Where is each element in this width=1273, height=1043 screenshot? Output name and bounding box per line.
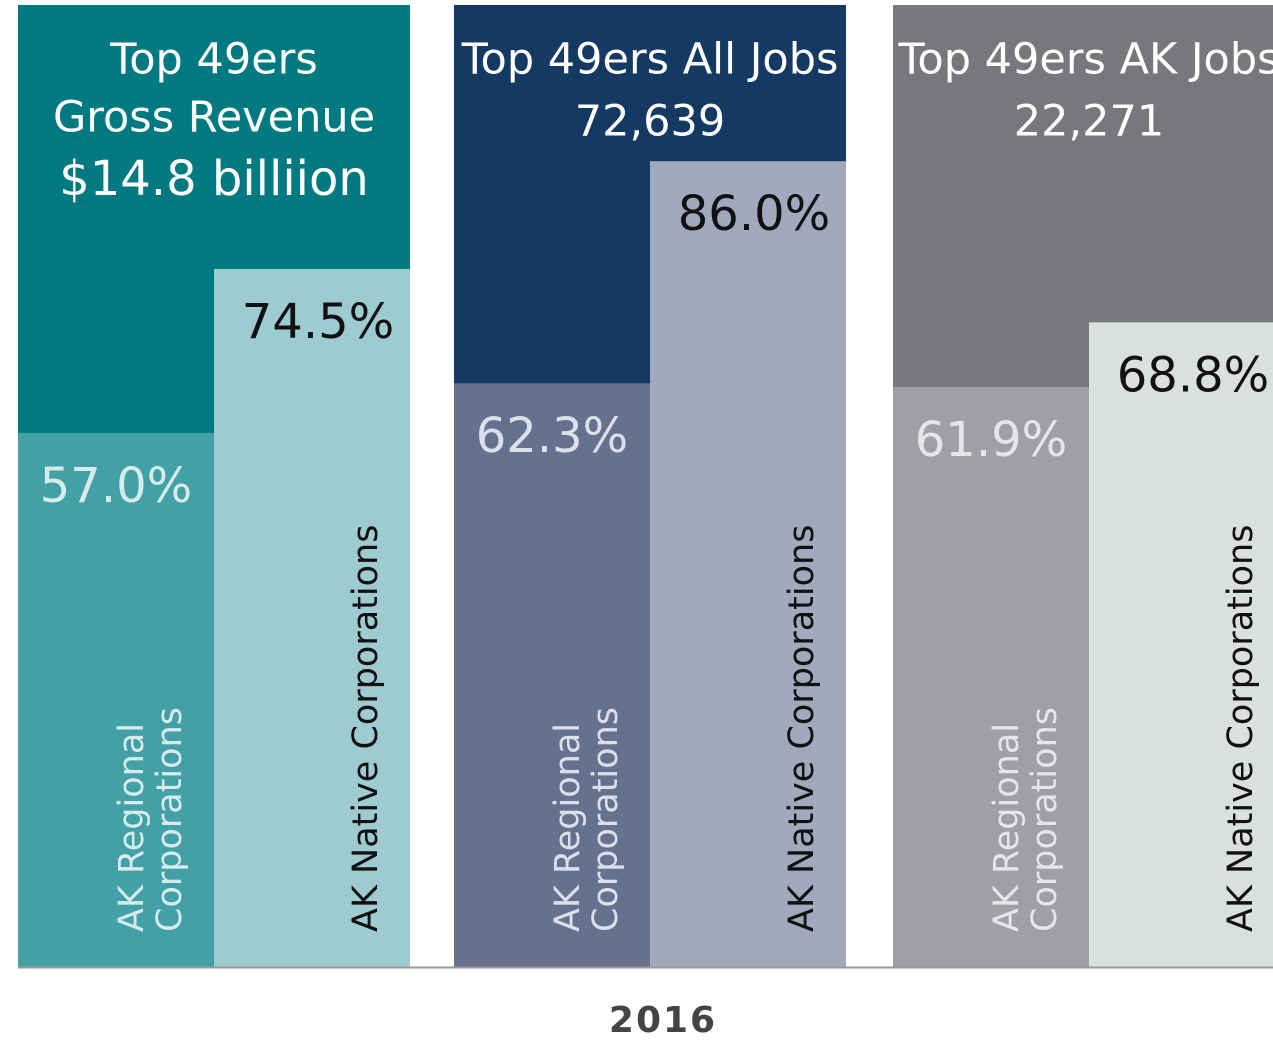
- category-label: Corporations: [150, 707, 190, 932]
- category-label: Corporations: [586, 707, 626, 932]
- panel-title: Top 49ers: [109, 35, 317, 85]
- bar: [893, 386, 1089, 967]
- category-label: Corporations: [1025, 707, 1065, 932]
- bar: [454, 383, 650, 967]
- caption: 2016: [609, 1000, 717, 1041]
- bar: [214, 268, 410, 967]
- panel-title: 72,639: [575, 97, 725, 147]
- category-label: AK Regional: [548, 723, 588, 932]
- category-label: AK Native Corporations: [346, 525, 386, 932]
- value-label: 68.8%: [1117, 347, 1269, 403]
- category-label: AK Regional: [987, 723, 1027, 932]
- value-label: 57.0%: [40, 458, 192, 514]
- panel-title: Top 49ers AK Jobs: [897, 35, 1273, 85]
- category-label: AK Native Corporations: [782, 525, 822, 932]
- category-label: AK Native Corporations: [1221, 525, 1261, 932]
- panel-title: Top 49ers All Jobs: [461, 35, 839, 85]
- panel-title: $14.8 billiion: [59, 151, 369, 207]
- value-label: 62.3%: [476, 408, 628, 464]
- category-label: AK Regional: [112, 723, 152, 932]
- panel-title: 22,271: [1014, 97, 1164, 147]
- bar: [1089, 322, 1273, 967]
- value-label: 74.5%: [242, 294, 394, 350]
- bar: [18, 432, 214, 967]
- value-label: 61.9%: [915, 412, 1067, 468]
- bar: [650, 161, 846, 967]
- value-label: 86.0%: [678, 186, 830, 242]
- panel-title: Gross Revenue: [53, 93, 375, 143]
